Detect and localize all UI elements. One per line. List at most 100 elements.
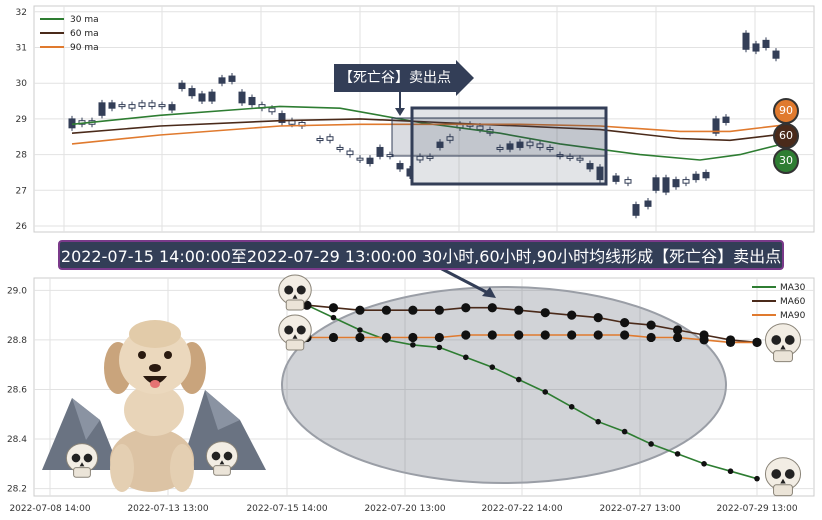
data-point: [646, 320, 656, 330]
candle: [188, 88, 196, 97]
data-point: [302, 300, 312, 310]
candle: [496, 146, 504, 150]
skull-eye: [284, 325, 294, 335]
bottom-legend: [752, 286, 776, 316]
skull-eye: [211, 451, 221, 461]
banner-arrow-line: [439, 266, 491, 296]
data-point: [567, 330, 577, 340]
data-point: [514, 305, 524, 315]
data-point: [434, 305, 444, 315]
data-point: [463, 354, 469, 361]
skull-eye: [284, 285, 294, 295]
candle: [168, 104, 176, 111]
top-y-tick-label: 31: [16, 44, 27, 54]
candle: [218, 77, 226, 84]
data-point: [436, 344, 443, 351]
skull-icon: [764, 323, 802, 363]
candle: [108, 102, 116, 109]
x-tick-label: 2022-07-27 13:00: [599, 504, 680, 514]
candle: [586, 163, 594, 170]
skull-jaw: [285, 299, 305, 311]
data-point: [355, 332, 365, 343]
data-point: [699, 335, 709, 345]
candle: [118, 104, 126, 108]
skull-jaw: [773, 350, 793, 363]
candle: [596, 166, 604, 181]
highlight-ellipse: [281, 286, 727, 484]
candle: [546, 146, 554, 150]
rock-right: [180, 390, 266, 470]
candle: [376, 146, 384, 157]
rock-left-face: [72, 398, 100, 440]
top-y-tick-label: 30: [16, 79, 28, 89]
candle: [158, 104, 166, 108]
data-point: [328, 332, 339, 343]
skull-icon: [65, 443, 99, 478]
top-legend-label: 60 ma: [70, 29, 99, 39]
data-point: [515, 376, 522, 383]
top-y-tick-label: 32: [16, 8, 27, 18]
data-point: [408, 332, 418, 343]
candle: [662, 177, 670, 193]
skull-jaw: [213, 465, 231, 476]
candle: [366, 157, 374, 165]
skull-eye: [71, 453, 81, 463]
skull-icon: [278, 274, 312, 311]
x-tick-label: 2022-07-08 14:00: [9, 504, 90, 514]
candle: [346, 150, 354, 156]
top-ma-line-2: [71, 123, 791, 145]
candle: [436, 141, 444, 148]
bottom-y-tick-label: 28.8: [7, 336, 27, 346]
ma60-badge: 60: [773, 123, 799, 149]
rock-left: [42, 398, 120, 470]
top-ma-line-0: [71, 105, 791, 161]
top-highlight-band: [391, 117, 607, 157]
data-point: [593, 330, 603, 340]
skull-icon: [764, 457, 802, 497]
top-legend-label: 90 ma: [70, 43, 99, 53]
skull-nose: [292, 294, 298, 299]
skull-nose: [780, 478, 786, 484]
death-valley-callout: 【死亡谷】卖出点: [334, 64, 456, 92]
skull-eye: [784, 469, 795, 479]
candle: [268, 107, 276, 113]
x-tick-label: 2022-07-22 14:00: [481, 504, 562, 514]
data-point: [540, 330, 550, 340]
rock-right-face: [205, 390, 240, 430]
candle: [682, 179, 690, 184]
data-point: [542, 389, 549, 395]
data-point: [357, 327, 363, 333]
skull-nose: [780, 344, 786, 350]
skull-eye: [83, 453, 93, 463]
candle: [644, 200, 652, 207]
data-point: [648, 441, 654, 447]
candle: [326, 136, 334, 141]
candle: [526, 141, 534, 147]
skull-jaw: [285, 339, 305, 351]
data-point: [620, 330, 630, 340]
candle: [128, 104, 136, 109]
banner-arrow-icon: [482, 287, 496, 298]
candle: [576, 157, 584, 161]
data-point: [487, 303, 497, 313]
skull-eye: [771, 469, 782, 479]
bottom-y-tick-label: 28.6: [7, 385, 27, 395]
data-point: [620, 317, 630, 328]
dog-topknot: [129, 320, 181, 348]
candle: [702, 171, 710, 179]
skull-nose: [79, 462, 85, 467]
data-point: [595, 418, 601, 425]
candle: [446, 136, 454, 141]
skull-jaw: [73, 467, 91, 478]
ma90-badge: 90: [773, 98, 799, 124]
candle: [632, 204, 640, 216]
skull-eye: [296, 285, 306, 295]
candle: [762, 39, 770, 49]
data-point: [381, 305, 392, 315]
data-point: [355, 305, 365, 315]
data-point: [672, 332, 683, 343]
bottom-legend-label: MA90: [780, 311, 806, 321]
data-point: [434, 332, 444, 343]
data-point: [701, 460, 707, 467]
candle: [316, 138, 324, 142]
